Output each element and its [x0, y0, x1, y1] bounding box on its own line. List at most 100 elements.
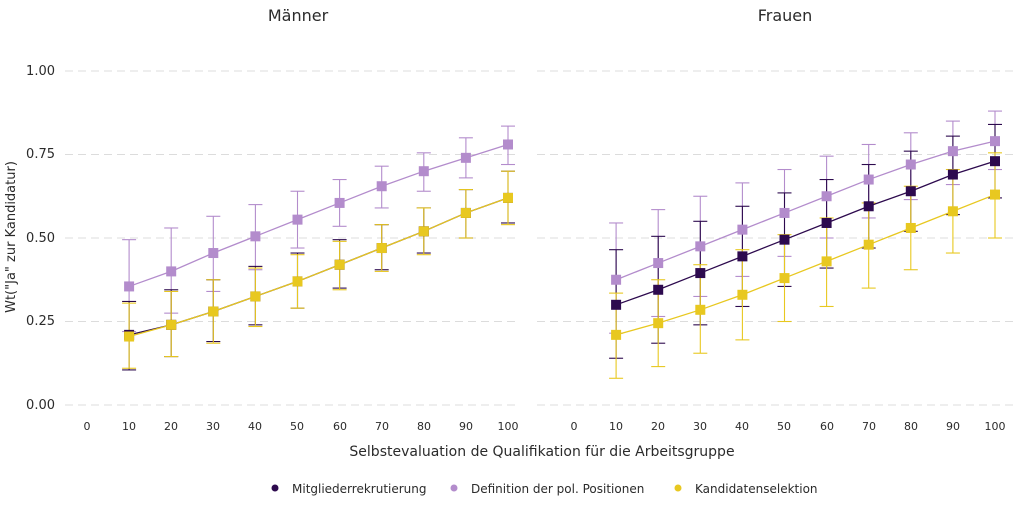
point-kandidatenselektion	[611, 329, 622, 340]
point-definition-der-pol-positionen	[990, 136, 1000, 147]
grid-layer	[65, 70, 1018, 406]
x-tick-label: 20	[651, 420, 665, 433]
x-tick-label: 10	[122, 420, 136, 433]
legend-swatch-kandidatenselektion	[674, 484, 682, 492]
point-kandidatenselektion	[905, 222, 916, 233]
point-definition-der-pol-positionen	[460, 152, 471, 163]
panel-frauen	[609, 110, 1002, 379]
x-tick-label: 100	[498, 420, 519, 433]
x-tick-label: 50	[777, 420, 791, 433]
point-kandidatenselektion	[990, 189, 1000, 200]
legend-swatch-mitgliederrekrutierung	[271, 484, 279, 492]
point-kandidatenselektion	[947, 206, 958, 217]
series-line-mitgliederrekrutierung	[128, 197, 509, 336]
point-definition-der-pol-positionen	[418, 166, 429, 177]
point-kandidatenselektion	[166, 319, 177, 330]
point-mitgliederrekrutierung	[779, 234, 790, 245]
point-definition-der-pol-positionen	[124, 281, 135, 292]
point-definition-der-pol-positionen	[292, 214, 303, 225]
y-axis: 0.00 0.25 0.50 0.75 1.00	[26, 64, 55, 413]
point-definition-der-pol-positionen	[695, 241, 706, 252]
x-tick-label: 60	[820, 420, 834, 433]
x-tick-label: 70	[862, 420, 876, 433]
point-mitgliederrekrutierung	[990, 156, 1000, 167]
y-tick-label: 0.50	[26, 231, 55, 246]
y-axis-title: Wt("Ja" zur Kandidatur)	[4, 161, 19, 313]
x-tick-label: 40	[248, 420, 262, 433]
panel-m-nner	[122, 125, 515, 371]
y-tick-label: 1.00	[26, 64, 55, 79]
x-tick-label: 0	[84, 420, 91, 433]
point-kandidatenselektion	[653, 318, 664, 329]
x-axis-right: 0 10 20 30 40 50 60 70 80 90 100	[571, 420, 1006, 433]
data-layer	[122, 110, 1002, 379]
series-line-definition-der-pol-positionen	[128, 143, 509, 288]
x-tick-label: 30	[693, 420, 707, 433]
series-line-definition-der-pol-positionen	[615, 140, 996, 281]
point-definition-der-pol-positionen	[779, 207, 790, 218]
point-kandidatenselektion	[334, 259, 345, 270]
point-mitgliederrekrutierung	[611, 299, 622, 310]
point-kandidatenselektion	[292, 276, 303, 287]
panel-title-frauen: Frauen	[758, 6, 813, 25]
x-tick-label: 60	[333, 420, 347, 433]
y-tick-label: 0.75	[26, 147, 55, 162]
point-kandidatenselektion	[695, 304, 706, 315]
point-kandidatenselektion	[418, 226, 429, 237]
point-mitgliederrekrutierung	[905, 186, 916, 197]
panel-title-maenner: Männer	[268, 6, 329, 25]
point-definition-der-pol-positionen	[611, 274, 622, 285]
point-definition-der-pol-positionen	[208, 248, 219, 259]
y-tick-label: 0.00	[26, 398, 55, 413]
x-tick-label: 90	[946, 420, 960, 433]
x-tick-label: 40	[735, 420, 749, 433]
point-mitgliederrekrutierung	[737, 251, 748, 262]
series-line-mitgliederrekrutierung	[615, 160, 996, 306]
series-line-kandidatenselektion	[615, 193, 996, 336]
y-tick-label: 0.25	[26, 314, 55, 329]
point-definition-der-pol-positionen	[821, 191, 832, 202]
point-definition-der-pol-positionen	[905, 159, 916, 170]
x-tick-label: 100	[985, 420, 1006, 433]
legend: Mitgliederrekrutierung Definition der po…	[271, 482, 818, 496]
point-kandidatenselektion	[821, 256, 832, 267]
point-kandidatenselektion	[460, 207, 471, 218]
legend-label: Mitgliederrekrutierung	[292, 482, 427, 496]
x-tick-label: 80	[417, 420, 431, 433]
point-mitgliederrekrutierung	[947, 169, 958, 180]
point-kandidatenselektion	[503, 192, 513, 203]
point-kandidatenselektion	[124, 331, 135, 342]
point-kandidatenselektion	[737, 289, 748, 300]
point-kandidatenselektion	[376, 243, 387, 254]
x-tick-label: 70	[375, 420, 389, 433]
x-axis-title: Selbstevaluation de Qualifikation für di…	[349, 444, 734, 460]
point-definition-der-pol-positionen	[863, 174, 874, 185]
point-definition-der-pol-positionen	[503, 139, 513, 150]
legend-label: Definition der pol. Positionen	[471, 482, 644, 496]
point-definition-der-pol-positionen	[653, 258, 664, 269]
x-axis-left: 0 10 20 30 40 50 60 70 80 90 100	[84, 420, 519, 433]
x-tick-label: 90	[459, 420, 473, 433]
x-tick-label: 30	[206, 420, 220, 433]
point-definition-der-pol-positionen	[376, 181, 387, 192]
point-definition-der-pol-positionen	[334, 197, 345, 208]
point-mitgliederrekrutierung	[653, 284, 664, 295]
point-kandidatenselektion	[250, 291, 261, 302]
legend-label: Kandidatenselektion	[695, 482, 818, 496]
point-definition-der-pol-positionen	[947, 146, 958, 157]
point-definition-der-pol-positionen	[737, 224, 748, 235]
x-tick-label: 20	[164, 420, 178, 433]
point-mitgliederrekrutierung	[695, 268, 706, 279]
point-definition-der-pol-positionen	[250, 231, 261, 242]
x-tick-label: 50	[290, 420, 304, 433]
point-definition-der-pol-positionen	[166, 266, 177, 277]
point-kandidatenselektion	[779, 273, 790, 284]
series-line-kandidatenselektion	[128, 197, 509, 338]
point-kandidatenselektion	[863, 239, 874, 250]
x-tick-label: 80	[904, 420, 918, 433]
legend-swatch-definition	[450, 484, 458, 492]
point-mitgliederrekrutierung	[863, 201, 874, 212]
x-tick-label: 10	[609, 420, 623, 433]
point-kandidatenselektion	[208, 306, 219, 317]
